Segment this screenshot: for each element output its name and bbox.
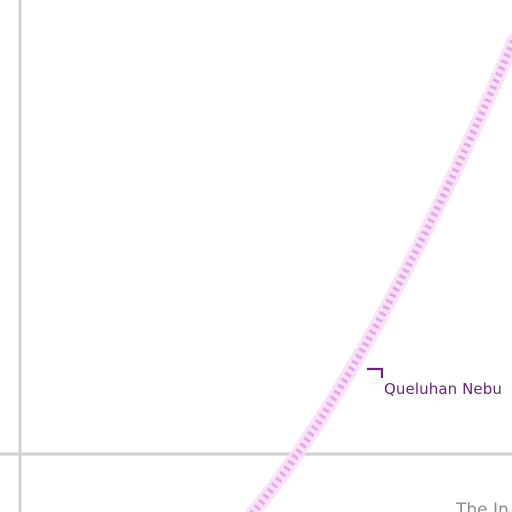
nebula-label[interactable]: Queluhan Nebu [384, 380, 502, 398]
region-label: The In [456, 500, 509, 512]
route-glow [245, 33, 512, 512]
route-dashed-line[interactable] [249, 38, 512, 512]
location-marker-icon[interactable] [367, 367, 384, 378]
